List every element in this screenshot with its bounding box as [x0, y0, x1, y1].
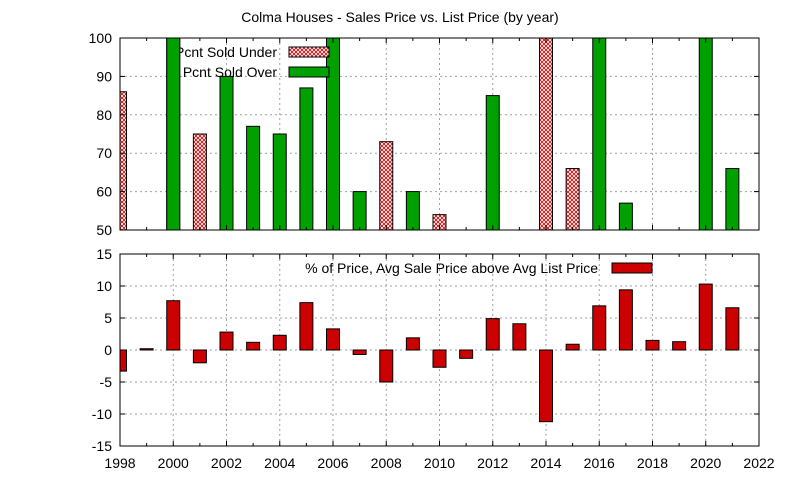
legend-label: Pcnt Sold Under: [175, 44, 277, 60]
bar-1-0: [618, 289, 633, 351]
legend-layer: Pcnt Sold Under Pcnt Sold Over % of Price,…: [166, 37, 653, 276]
x-tick-label: 2000: [158, 455, 189, 471]
bar-1-0: [725, 307, 740, 351]
x-tick-label: 2012: [477, 455, 508, 471]
legend-swatch: [288, 46, 330, 58]
plot-frame: [119, 37, 760, 231]
bar-0-1: [299, 87, 314, 231]
bar-1-0: [192, 349, 207, 364]
legend-swatch: [611, 262, 653, 274]
y-tick-label: -10: [92, 406, 112, 422]
y-tick-label: 15: [96, 246, 112, 262]
bar-0-1: [405, 191, 420, 231]
y-tick-label: 60: [96, 184, 112, 200]
bar-1-0: [405, 337, 420, 351]
bar-0-1: [618, 202, 633, 231]
bar-0-1: [246, 125, 261, 231]
x-tick-label: 1998: [104, 455, 135, 471]
x-tick-label: 2006: [317, 455, 348, 471]
y-tick-label: 90: [96, 68, 112, 84]
bar-1-0: [246, 341, 261, 351]
bar-1-0: [219, 331, 234, 351]
y-tick-label: 70: [96, 145, 112, 161]
bar-1-0: [459, 349, 474, 359]
bar-0-0: [539, 37, 553, 231]
bar-1-0: [352, 349, 367, 355]
bar-0-0: [119, 91, 127, 231]
y-tick-label: 100: [89, 30, 113, 46]
bar-0-1: [592, 37, 607, 231]
y-tick-label: 5: [104, 310, 112, 326]
bar-1-0: [539, 349, 553, 423]
y-tick-label: 50: [96, 222, 112, 238]
bar-0-1: [485, 95, 500, 231]
bar-1-0: [698, 283, 713, 351]
bar-1-0: [166, 300, 181, 351]
x-tick-label: 2004: [264, 455, 295, 471]
x-tick-label: 2002: [211, 455, 242, 471]
bar-1-0: [672, 341, 687, 351]
grid-layer: [120, 38, 759, 446]
bar-1-0: [299, 302, 314, 351]
bar-1-0: [139, 348, 154, 351]
bar-0-0: [192, 133, 207, 231]
bar-1-0: [326, 328, 340, 351]
y-tick-label: -5: [100, 374, 113, 390]
bar-0-1: [219, 75, 234, 231]
legend-label: Pcnt Sold Over: [183, 64, 277, 80]
chart-title: Colma Houses - Sales Price vs. List Pric…: [241, 9, 558, 25]
bar-0-1: [272, 133, 287, 231]
bar-0-1: [698, 37, 713, 231]
bar-1-0: [645, 339, 660, 351]
y-tick-label: 0: [104, 342, 112, 358]
bar-0-0: [379, 141, 394, 231]
x-tick-label: 2020: [690, 455, 721, 471]
x-tick-label: 2008: [371, 455, 402, 471]
x-tick-label: 2022: [743, 455, 774, 471]
y-tick-label: 80: [96, 107, 112, 123]
bar-1-0: [379, 349, 394, 383]
bar-1-0: [432, 349, 447, 368]
bar-1-0: [565, 343, 580, 351]
x-tick-label: 2014: [530, 455, 561, 471]
y-tick-label: -15: [92, 438, 112, 454]
labels-layer: 50 60 70 80 90 100 -15 -10 -5 0 5 10 15 1998 2000 2002 2…: [89, 30, 775, 471]
bar-1-0: [272, 334, 287, 351]
plot-frame: [119, 253, 760, 447]
frame-layer: [119, 37, 760, 447]
bar-0-1: [725, 168, 740, 231]
x-tick-label: 2018: [637, 455, 668, 471]
bar-0-0: [565, 168, 580, 231]
y-tick-label: 10: [96, 278, 112, 294]
bar-1-0: [512, 323, 527, 351]
bar-1-0: [592, 305, 607, 351]
x-tick-label: 2016: [584, 455, 615, 471]
bar-1-0: [119, 349, 127, 372]
bar-overlay-2000: [166, 37, 181, 231]
bar-1-0: [485, 318, 500, 351]
legend-swatch: [288, 66, 330, 78]
bar-0-1: [352, 191, 367, 231]
legend-label: % of Price, Avg Sale Price above Avg Lis…: [305, 260, 598, 276]
x-tick-label: 2010: [424, 455, 455, 471]
